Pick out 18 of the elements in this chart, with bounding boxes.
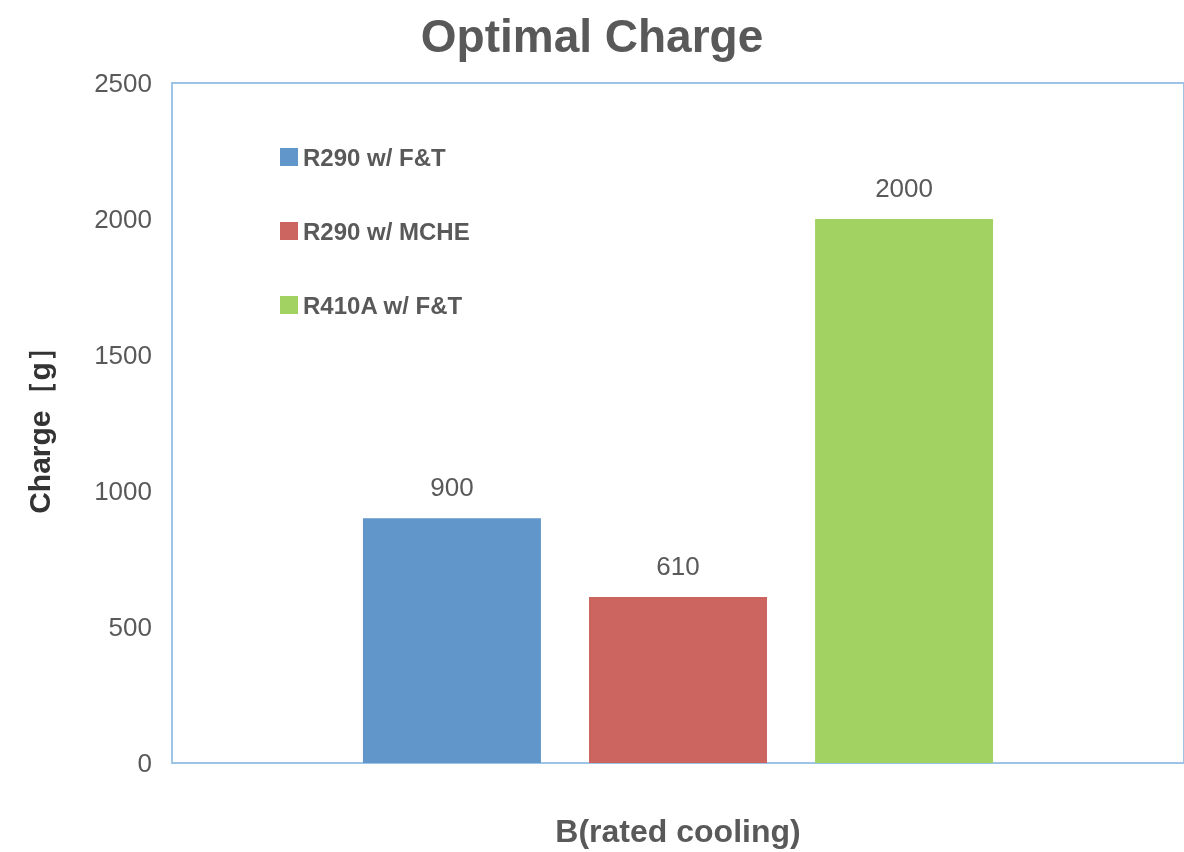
bar xyxy=(362,518,541,763)
legend-label: R410A w/ F&T xyxy=(303,291,463,319)
data-label: 900 xyxy=(430,472,474,503)
y-tick-label: 2500 xyxy=(94,68,152,98)
chart-title: Optimal Charge xyxy=(420,10,764,62)
y-tick-label: 2000 xyxy=(94,204,152,234)
bar xyxy=(589,597,767,763)
legend-label: R290 w/ F&T xyxy=(303,143,447,171)
data-label: 610 xyxy=(656,551,700,582)
y-tick-label: 500 xyxy=(108,612,152,642)
legend-label: R290 w/ MCHE xyxy=(303,217,470,245)
data-label: 2000 xyxy=(875,173,933,203)
y-tick-label: 1000 xyxy=(94,476,152,506)
x-axis-title: B(rated cooling) xyxy=(555,813,801,849)
y-axis-title: Charge［g］ xyxy=(22,332,56,514)
y-tick-label: 1500 xyxy=(94,340,152,370)
y-tick-label: 0 xyxy=(137,748,152,778)
bar xyxy=(815,219,994,763)
